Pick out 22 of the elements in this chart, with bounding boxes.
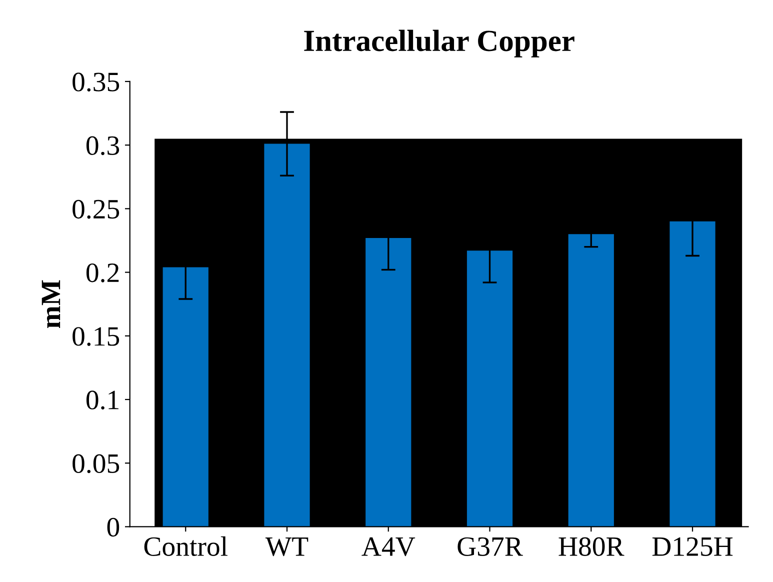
bar xyxy=(466,250,513,527)
bar xyxy=(162,267,208,527)
bar xyxy=(366,238,412,527)
y-tick-label: 0.3 xyxy=(86,136,120,156)
y-tick-label: 0.35 xyxy=(72,72,120,92)
bar xyxy=(670,221,716,527)
y-axis-title: mM xyxy=(42,280,60,328)
x-tick-label: H80R xyxy=(558,537,624,556)
y-tick-label: 0.05 xyxy=(72,454,120,474)
chart-title: Intracellular Copper xyxy=(304,30,574,58)
x-tick-label: Control xyxy=(144,536,228,556)
x-tick-label: A4V xyxy=(362,537,416,556)
bar xyxy=(568,234,614,527)
bar xyxy=(264,144,310,527)
x-tick-label: WT xyxy=(265,538,308,556)
y-tick-label: 0 xyxy=(107,518,120,537)
y-tick-label: 0.25 xyxy=(72,200,120,219)
y-tick-label: 0.2 xyxy=(86,263,119,282)
x-tick-label: G37R xyxy=(458,537,523,556)
y-tick-label: 0.1 xyxy=(86,390,118,410)
y-tick-label: 0.15 xyxy=(72,327,120,346)
x-tick-label: D125H xyxy=(652,537,733,556)
